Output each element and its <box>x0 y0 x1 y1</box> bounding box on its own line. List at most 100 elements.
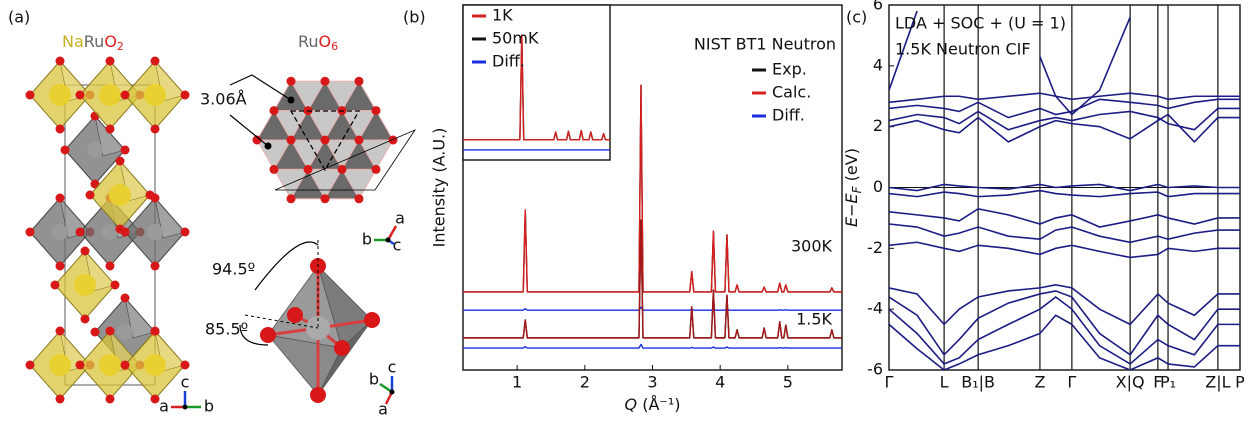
axis-letter: c <box>388 358 397 377</box>
y-axis-label: Intensity (A.U.) <box>430 128 449 248</box>
oxygen-atom <box>75 360 85 370</box>
oxygen-atom <box>252 135 262 145</box>
oxygen-atom <box>105 56 115 66</box>
angle-label: 94.5º <box>212 260 255 279</box>
oxygen-atom <box>150 394 160 404</box>
bond-length: 3.06Å <box>200 90 247 109</box>
atom <box>52 224 68 240</box>
x-label-part: (Å⁻¹) <box>637 395 680 414</box>
x-tick-label: 2 <box>580 373 590 392</box>
oxygen-atom <box>145 190 155 200</box>
ruo6-triangle <box>324 168 360 200</box>
octahedron-face <box>317 319 373 396</box>
ruo6-triangle <box>290 168 326 200</box>
x-label-part: Q <box>625 395 638 414</box>
atom <box>99 84 121 106</box>
subtitle-part: O <box>319 32 332 51</box>
title-part: Na <box>62 32 84 51</box>
oxygen-atom <box>286 76 296 86</box>
axis-letter: b <box>369 370 379 389</box>
oxygen-atom <box>85 190 95 200</box>
oxygen-atom <box>337 164 347 174</box>
dashed-triangle <box>289 110 361 172</box>
oxygen-atom <box>320 76 330 86</box>
oxygen-atom <box>115 224 125 234</box>
oxygen-atom <box>320 194 330 204</box>
y-label-part: F <box>850 185 864 193</box>
atom <box>144 354 166 376</box>
subtitle-part: 6 <box>331 40 338 53</box>
x-tick-label: Γ <box>885 373 894 392</box>
atom-dot <box>264 142 272 150</box>
axis-letter: c <box>181 373 190 392</box>
structure-subtitle: RuO6 <box>298 32 338 54</box>
title-part: O <box>104 32 117 51</box>
y-label-part: E−E <box>842 192 861 227</box>
atom <box>109 184 131 206</box>
oxygen-atom <box>55 261 65 271</box>
octahedron-face <box>124 296 156 339</box>
x-tick-label: X|Q <box>1116 373 1145 392</box>
legend-label: 1K <box>492 6 513 25</box>
x-tick-label: 3 <box>647 373 657 392</box>
x-tick-label: 5 <box>783 373 793 392</box>
angle-label: 85.5º <box>205 320 248 339</box>
oxygen-atom <box>260 327 276 343</box>
band-line <box>889 183 1240 192</box>
band-line <box>889 290 1240 357</box>
atom <box>144 84 166 106</box>
legend-label: 50mK <box>492 29 539 48</box>
atom <box>49 84 71 106</box>
x-tick-label: L <box>940 373 949 392</box>
atom <box>49 354 71 376</box>
oxygen-atom <box>80 246 90 256</box>
axis-letter: b <box>362 230 372 249</box>
annotation: LDA + SOC + (U = 1) <box>895 14 1066 33</box>
oxygen-atom <box>90 327 100 337</box>
oxygen-atom <box>286 135 296 145</box>
oxygen-atom <box>55 326 65 336</box>
oxygen-atom <box>120 360 130 370</box>
oxygen-atom <box>287 307 303 323</box>
oxygen-atom <box>371 106 381 116</box>
oxygen-atom <box>371 164 381 174</box>
band-line <box>889 92 1240 104</box>
atom <box>147 224 163 240</box>
band-line <box>889 314 1240 370</box>
oxygen-atom <box>120 145 130 155</box>
oxygen-atom <box>180 360 190 370</box>
angle-arc <box>239 324 269 346</box>
oxygen-atom <box>105 394 115 404</box>
y-tick-label: -2 <box>867 238 883 257</box>
angle-arc <box>254 241 319 291</box>
series-line <box>463 343 842 349</box>
band-line <box>889 241 1240 259</box>
series-line <box>463 34 610 141</box>
oxygen-atom <box>115 156 125 166</box>
band-line <box>889 113 1240 144</box>
x-tick-label: B₁|B <box>961 373 995 392</box>
bond-pointer <box>229 74 292 101</box>
atom <box>117 324 133 340</box>
oxygen-atom <box>303 164 313 174</box>
axis-letter: b <box>204 397 214 416</box>
legend-label: Diff. <box>492 52 525 71</box>
oxygen-atom <box>105 261 115 271</box>
oxygen-atom <box>75 227 85 237</box>
oxygen-atom <box>80 314 90 324</box>
bands <box>889 10 1240 370</box>
oxygen-atom <box>25 227 35 237</box>
oxygen-atom <box>55 193 65 203</box>
oxygen-atom <box>110 280 120 290</box>
oxygen-atom <box>25 90 35 100</box>
structure-drawings <box>25 56 417 410</box>
x-tick-label: Γ <box>1067 373 1076 392</box>
x-tick-label: Z|L <box>1205 373 1230 392</box>
y-axis-label: E−EF (eV) <box>842 148 864 227</box>
annotation: NIST BT1 Neutron <box>694 35 836 54</box>
oxygen-atom <box>120 293 130 303</box>
title-part: 2 <box>117 40 124 53</box>
axis-arrow <box>386 225 398 241</box>
oxygen-atom <box>55 124 65 134</box>
